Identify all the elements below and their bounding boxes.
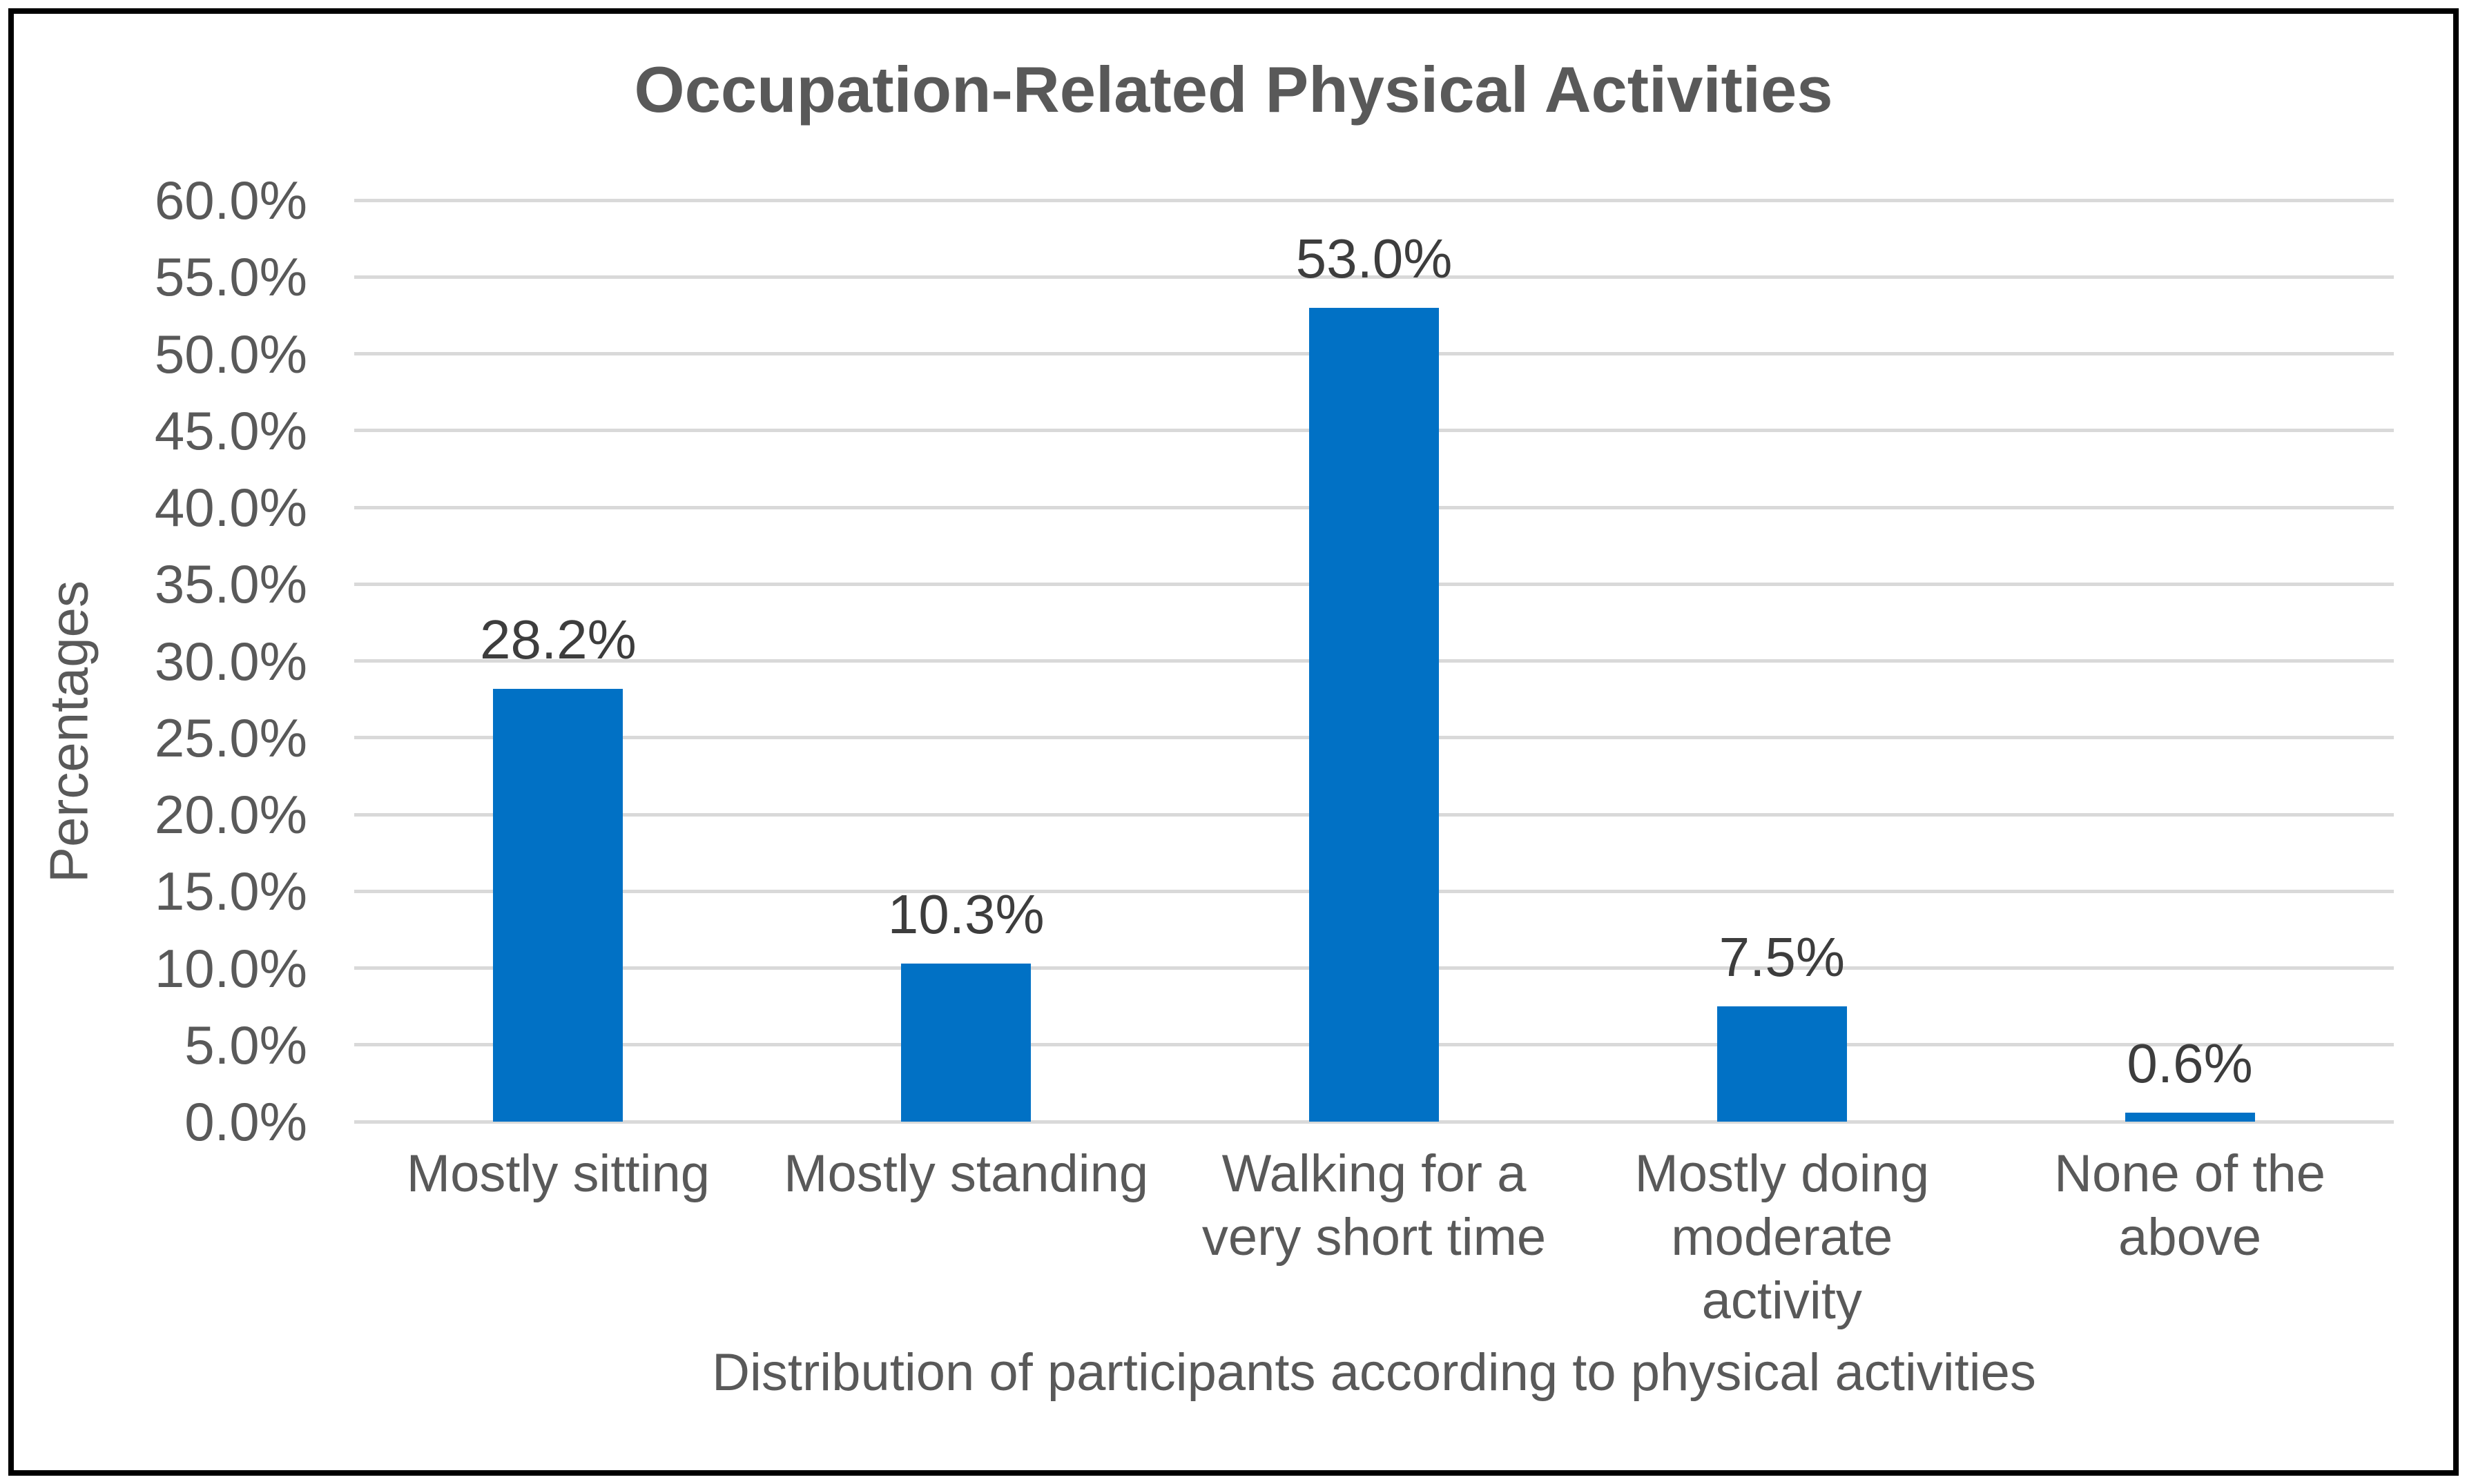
y-tick-label: 20.0% xyxy=(154,784,307,845)
gridline xyxy=(354,198,2394,202)
bar-4 xyxy=(1716,1006,1847,1122)
bar-1 xyxy=(493,689,623,1122)
category-label-line: moderate xyxy=(1671,1208,1893,1267)
plot-area: 28.2% 10.3% 53.0% 7.5% 0.6% xyxy=(354,198,2394,1124)
y-tick-label: 25.0% xyxy=(154,707,307,768)
category-label-5: None of the above xyxy=(1986,1142,2395,1269)
y-tick-label: 15.0% xyxy=(154,861,307,922)
x-axis-category-labels: Mostly sitting Mostly standing Walking for… xyxy=(354,1142,2394,1349)
x-axis-title: Distribution of participants according t… xyxy=(712,1343,2036,1402)
category-label-line: activity xyxy=(1701,1271,1862,1330)
data-label-5: 0.6% xyxy=(2127,1033,2253,1094)
y-axis-tick-labels: 0.0% 5.0% 10.0% 15.0% 20.0% 25.0% 30.0% 35.0% 40… xyxy=(0,170,307,1152)
data-label-4: 7.5% xyxy=(1719,926,1845,988)
y-tick-label: 40.0% xyxy=(154,477,307,538)
category-label-line: Mostly sitting xyxy=(406,1144,710,1203)
y-tick-label: 5.0% xyxy=(184,1014,307,1075)
category-label-line: Mostly standing xyxy=(784,1144,1149,1203)
chart-title: Occupation-Related Physical Activities xyxy=(634,53,1833,126)
data-label-3: 53.0% xyxy=(1295,228,1453,289)
bar-5 xyxy=(2125,1113,2255,1122)
category-label-line: very short time xyxy=(1201,1208,1547,1267)
data-label-2: 10.3% xyxy=(887,883,1045,945)
gridline xyxy=(354,1120,2394,1124)
y-tick-label: 45.0% xyxy=(154,400,307,461)
y-tick-label: 10.0% xyxy=(154,937,307,999)
category-label-3: Walking for a very short time xyxy=(1170,1142,1578,1269)
category-label-1: Mostly sitting xyxy=(354,1142,762,1206)
y-tick-label: 60.0% xyxy=(154,170,307,231)
gridline xyxy=(354,275,2394,279)
category-label-line: None of the xyxy=(2054,1144,2326,1203)
category-label-line: Walking for a xyxy=(1221,1144,1527,1203)
y-tick-label: 55.0% xyxy=(154,246,307,308)
y-tick-label: 50.0% xyxy=(154,323,307,384)
y-tick-label: 35.0% xyxy=(154,554,307,615)
category-label-2: Mostly standing xyxy=(762,1142,1170,1206)
data-label-1: 28.2% xyxy=(479,609,637,670)
bar-2 xyxy=(901,964,1032,1122)
bar-3 xyxy=(1309,308,1439,1122)
y-tick-label: 0.0% xyxy=(184,1091,307,1152)
category-label-line: Mostly doing xyxy=(1634,1144,1930,1203)
category-label-line: above xyxy=(2118,1208,2262,1267)
y-tick-label: 30.0% xyxy=(154,630,307,692)
category-label-4: Mostly doing moderate activity xyxy=(1578,1142,1986,1333)
